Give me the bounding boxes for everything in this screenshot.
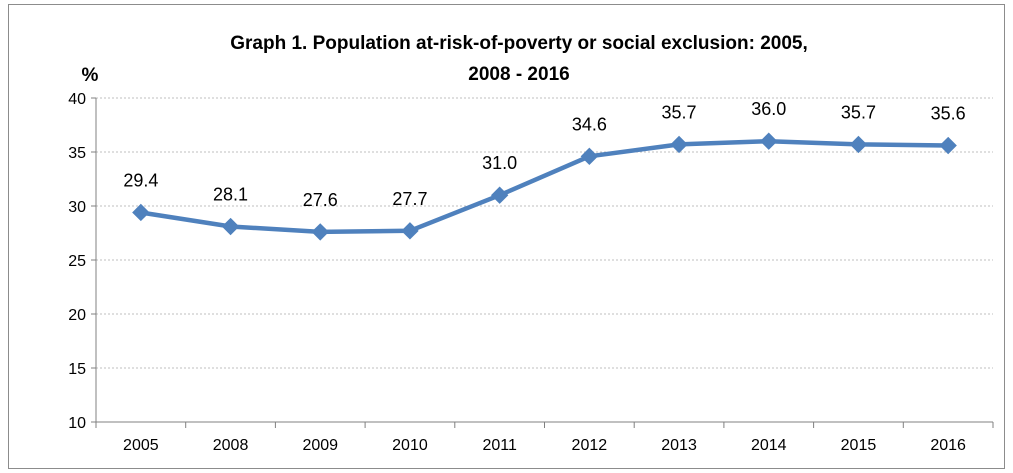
x-tick-label: 2014 — [751, 437, 787, 454]
x-tick-label: 2015 — [841, 437, 877, 454]
x-tick-label: 2010 — [392, 437, 428, 454]
data-point-label: 35.7 — [841, 102, 876, 122]
data-point-marker — [221, 217, 240, 236]
data-point-marker — [939, 136, 957, 155]
data-point-label: 35.6 — [931, 104, 966, 124]
x-tick-label: 2009 — [302, 437, 338, 454]
x-tick-label: 2005 — [123, 437, 159, 454]
chart-frame — [8, 4, 1005, 469]
x-tick-label: 2013 — [661, 437, 697, 454]
data-label-layer: 29.4 28.1 27.6 27.7 31.0 34.6 35.7 36.0 35.7 35.6 — [123, 99, 965, 210]
y-tick-label: 20 — [68, 307, 86, 324]
data-point-marker — [132, 203, 150, 222]
y-tick-label: 15 — [68, 361, 86, 378]
gridlines — [96, 97, 993, 369]
data-point-label: 36.0 — [751, 99, 786, 119]
data-point-marker — [490, 186, 509, 204]
data-point-label: 27.7 — [392, 189, 427, 209]
axes: 10 15 20 25 30 35 40 2005 2008 2009 2010 2011 2012 20… — [68, 91, 994, 454]
chart-title-line-2: 2008 - 2016 — [468, 64, 569, 85]
data-point-marker — [760, 132, 778, 150]
data-point-marker — [849, 135, 868, 154]
y-tick-label: 30 — [68, 199, 86, 216]
chart-title-line-1: Graph 1. Population at-risk-of-poverty o… — [230, 33, 808, 54]
data-point-label: 27.6 — [303, 190, 338, 210]
x-tick-label: 2016 — [930, 437, 966, 454]
y-tick-label: 10 — [68, 415, 86, 432]
x-tick-label: 2011 — [482, 437, 517, 454]
data-point-marker — [311, 223, 329, 241]
y-tick-label: 40 — [68, 91, 86, 108]
data-point-label: 28.1 — [213, 185, 248, 205]
y-tick-label: 35 — [68, 145, 86, 162]
series-line-layer — [132, 132, 957, 241]
data-point-label: 34.6 — [572, 114, 607, 134]
data-point-label: 29.4 — [123, 170, 158, 190]
x-tick-label: 2012 — [572, 437, 608, 454]
data-point-label: 31.0 — [482, 153, 517, 173]
x-tick-label: 2008 — [213, 437, 249, 454]
y-axis-unit-label: % — [82, 65, 99, 86]
series-line — [138, 138, 951, 235]
data-point-label: 35.7 — [662, 102, 697, 122]
data-point-marker — [670, 135, 688, 154]
y-tick-label: 25 — [68, 253, 86, 270]
data-point-marker — [580, 147, 599, 166]
data-point-marker — [401, 222, 419, 240]
